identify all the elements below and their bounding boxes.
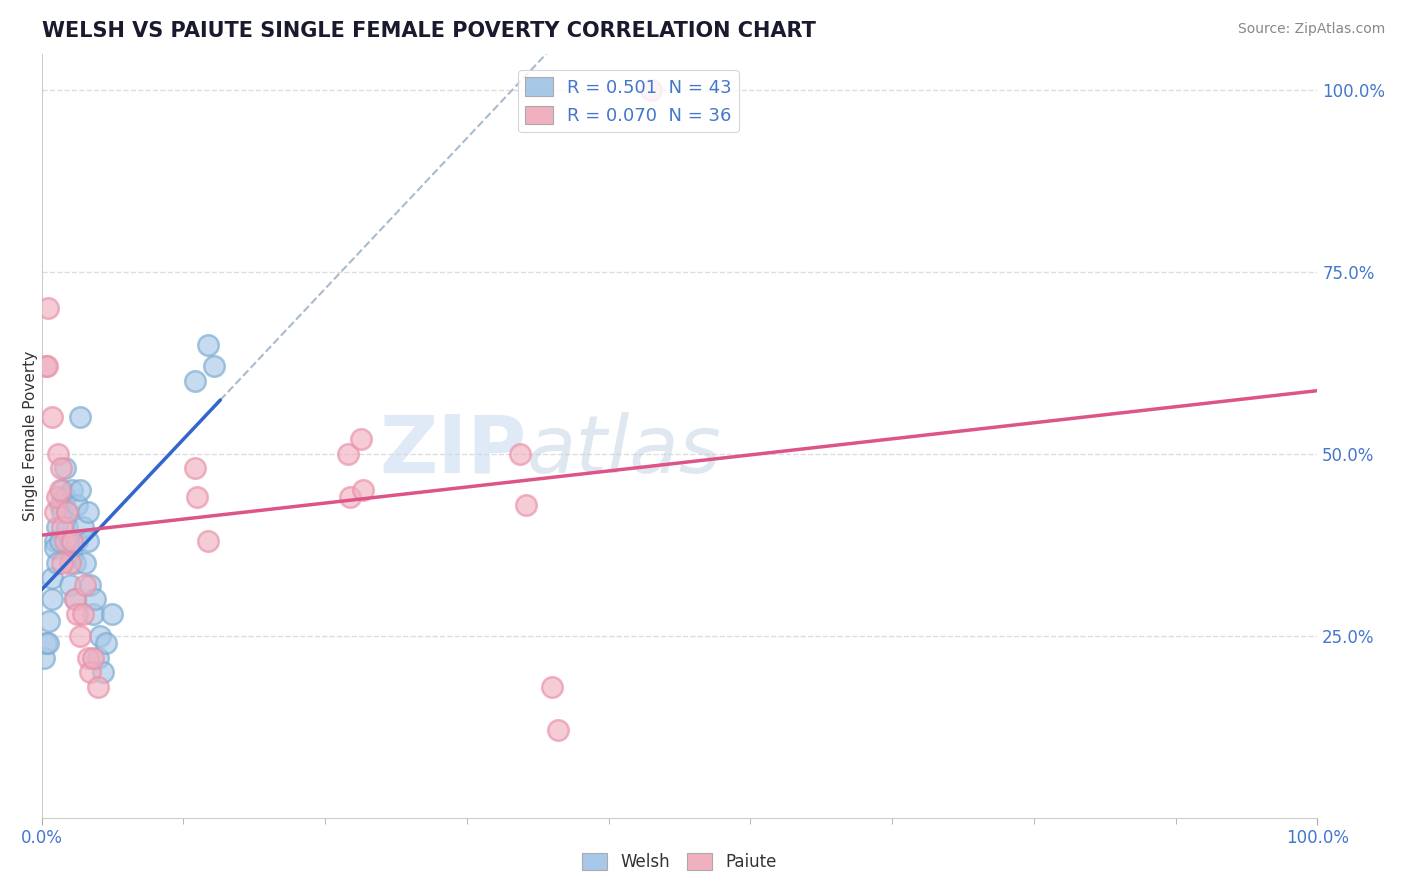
Point — [72, 519, 94, 533]
Point — [34, 359, 56, 374]
Point — [59, 556, 82, 570]
Point — [202, 359, 225, 374]
Point — [336, 447, 359, 461]
Point — [76, 505, 98, 519]
Point — [76, 534, 98, 549]
Point — [69, 483, 91, 498]
Point — [87, 650, 110, 665]
Point — [69, 410, 91, 425]
Point — [82, 650, 104, 665]
Point — [51, 556, 73, 570]
Point — [89, 629, 111, 643]
Point — [59, 534, 82, 549]
Point — [91, 665, 114, 680]
Point — [56, 519, 79, 533]
Point — [339, 491, 361, 505]
Point — [63, 592, 86, 607]
Point — [56, 505, 79, 519]
Point — [541, 680, 564, 694]
Point — [66, 534, 89, 549]
Y-axis label: Single Female Poverty: Single Female Poverty — [22, 351, 38, 521]
Point — [352, 483, 374, 498]
Point — [60, 534, 83, 549]
Point — [72, 607, 94, 621]
Point — [640, 83, 662, 97]
Point — [35, 359, 58, 374]
Point — [46, 556, 69, 570]
Point — [87, 680, 110, 694]
Point — [94, 636, 117, 650]
Point — [34, 636, 56, 650]
Point — [66, 498, 89, 512]
Text: WELSH VS PAIUTE SINGLE FEMALE POVERTY CORRELATION CHART: WELSH VS PAIUTE SINGLE FEMALE POVERTY CO… — [42, 21, 815, 41]
Text: atlas: atlas — [526, 412, 721, 490]
Point — [75, 578, 97, 592]
Point — [48, 534, 70, 549]
Point — [48, 498, 70, 512]
Point — [37, 301, 59, 316]
Point — [53, 461, 76, 475]
Point — [53, 491, 76, 505]
Point — [350, 432, 373, 446]
Point — [69, 629, 91, 643]
Point — [53, 534, 76, 549]
Point — [515, 498, 537, 512]
Point — [60, 549, 83, 563]
Point — [60, 483, 83, 498]
Point — [186, 491, 208, 505]
Point — [38, 614, 60, 628]
Point — [56, 505, 79, 519]
Point — [79, 665, 101, 680]
Point — [41, 410, 63, 425]
Point — [46, 519, 69, 533]
Point — [46, 491, 69, 505]
Point — [34, 650, 56, 665]
Point — [51, 483, 73, 498]
Point — [101, 607, 124, 621]
Point — [63, 556, 86, 570]
Point — [84, 592, 107, 607]
Point — [547, 723, 569, 738]
Point — [66, 607, 89, 621]
Point — [509, 447, 531, 461]
Point — [41, 570, 63, 584]
Point — [75, 556, 97, 570]
Text: Source: ZipAtlas.com: Source: ZipAtlas.com — [1237, 22, 1385, 37]
Point — [184, 461, 207, 475]
Point — [51, 505, 73, 519]
Point — [48, 483, 70, 498]
Point — [48, 447, 70, 461]
Point — [184, 374, 207, 388]
Point — [59, 578, 82, 592]
Point — [44, 541, 66, 556]
Point — [76, 650, 98, 665]
Point — [44, 534, 66, 549]
Point — [82, 607, 104, 621]
Point — [41, 592, 63, 607]
Text: ZIP: ZIP — [380, 412, 526, 490]
Point — [49, 461, 72, 475]
Point — [44, 505, 66, 519]
Point — [197, 337, 219, 351]
Legend: Welsh, Paiute: Welsh, Paiute — [575, 847, 783, 878]
Point — [79, 578, 101, 592]
Point — [51, 519, 73, 533]
Point — [37, 636, 59, 650]
Point — [63, 592, 86, 607]
Point — [197, 534, 219, 549]
